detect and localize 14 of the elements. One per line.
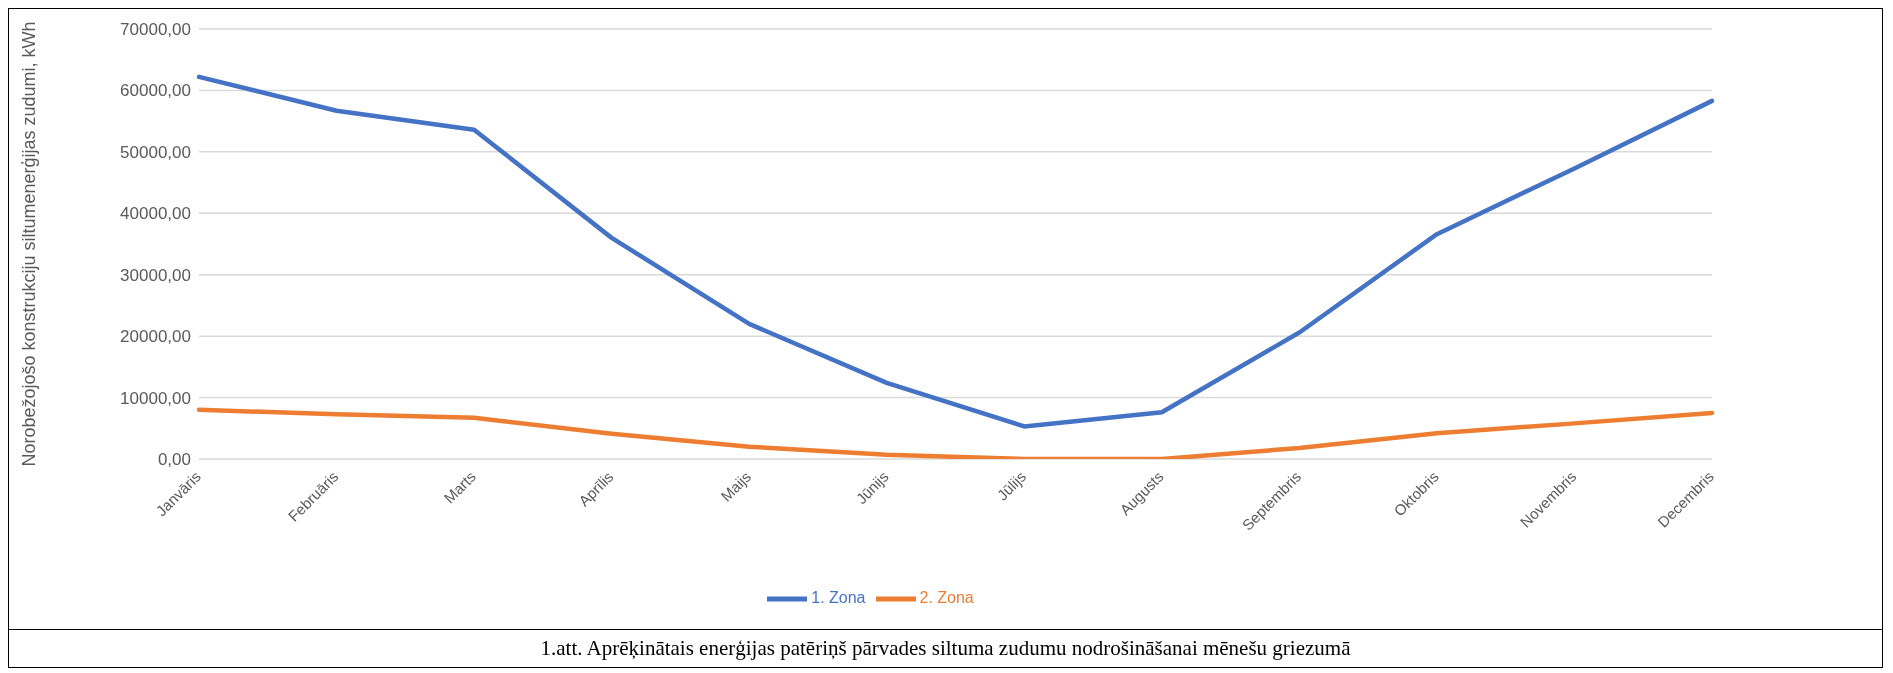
y-tick-label: 40000,00: [120, 204, 191, 224]
y-tick-label: 30000,00: [120, 265, 191, 285]
legend-label: 1. Zona: [811, 589, 866, 607]
y-tick-label: 0,00: [157, 450, 191, 470]
y-tick-label: 70000,00: [120, 20, 191, 40]
y-tick-label: 20000,00: [120, 327, 191, 347]
y-tick-label: 10000,00: [120, 388, 191, 408]
y-axis-title: Norobežojošo konstrukciju siltumenerģijas zudumi, kWh: [19, 21, 40, 467]
line-series: [196, 74, 1715, 429]
y-tick-label: 50000,00: [120, 142, 191, 162]
line-series: [196, 407, 1715, 459]
text: 1.att. Aprēķinātais enerģijas patēriņš pārvades siltuma zudumu nodrošināšanai mēnešu griezumā: [9, 629, 1882, 667]
legend-label: 2. Zona: [919, 589, 974, 607]
y-tick-label: 60000,00: [120, 81, 191, 101]
